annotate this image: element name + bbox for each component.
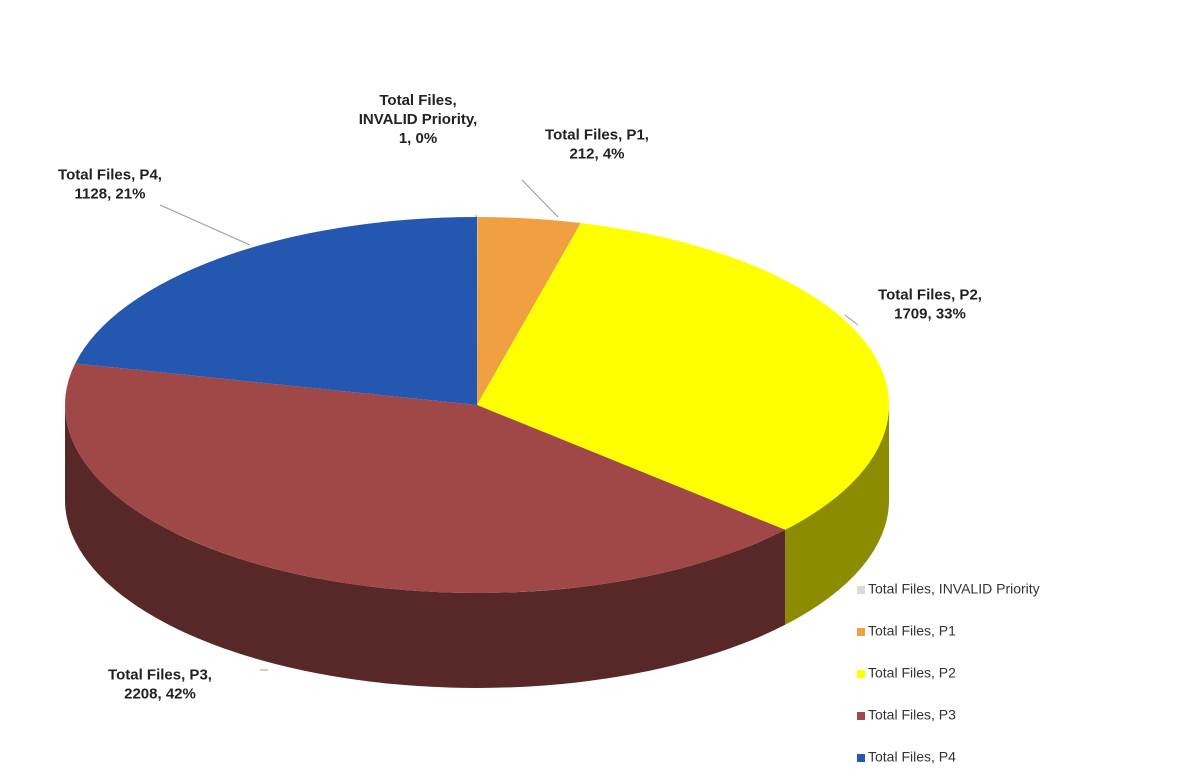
legend-swatch [857, 670, 865, 678]
leader-line [159, 204, 251, 246]
legend-label: Total Files, INVALID Priority [868, 581, 1040, 597]
slice-top [65, 363, 786, 594]
legend-label: Total Files, P1 [868, 623, 956, 639]
leader-line [844, 314, 859, 326]
legend-label: Total Files, P3 [868, 707, 956, 723]
data-label: Total Files, P3, 2208, 42% [108, 666, 212, 702]
leader-line [521, 179, 559, 218]
data-label: Total Files, P1, 212, 4% [545, 126, 649, 162]
legend-swatch [857, 712, 865, 720]
pie-slice [477, 217, 581, 405]
data-label: Total Files, INVALID Priority, 1, 0% [359, 92, 478, 147]
legend-swatch [857, 586, 865, 594]
legend-swatch [857, 754, 865, 762]
data-label: Total Files, P4, 1128, 21% [58, 166, 162, 202]
pie-slice [75, 217, 477, 405]
slice-side [785, 405, 889, 625]
slice-side [65, 405, 786, 688]
pie-slice [477, 223, 889, 625]
data-label: Total Files, P2, 1709, 33% [878, 286, 982, 322]
legend-swatch [857, 628, 865, 636]
legend-label: Total Files, P4 [868, 749, 956, 765]
slice-top [477, 217, 581, 405]
legend-label: Total Files, P2 [868, 665, 956, 681]
pie-slice [65, 363, 786, 688]
slice-top [75, 217, 477, 405]
slice-top [477, 223, 889, 530]
